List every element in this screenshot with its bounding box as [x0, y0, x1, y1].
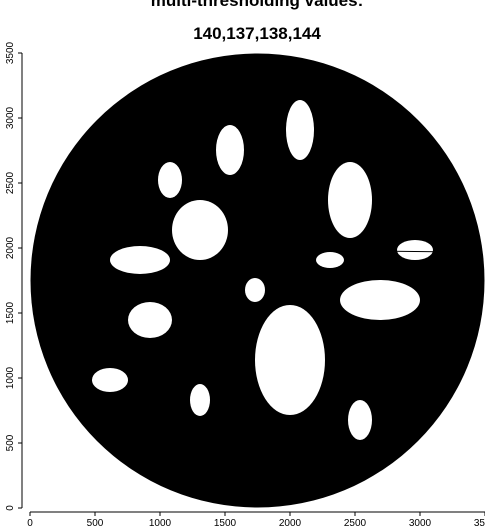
chart: multi-thresholding values: 140,137,138,1… [0, 0, 485, 532]
y-tick-label: 1000 [5, 366, 16, 389]
y-tick-label: 2500 [5, 171, 16, 194]
x-tick-label: 1500 [214, 518, 237, 529]
y-tick-label: 2000 [5, 236, 16, 259]
y-tick-label: 500 [5, 434, 16, 451]
y-tick-label: 0 [5, 505, 16, 511]
y-tick-label: 1500 [5, 301, 16, 324]
x-tick-label: 2500 [344, 518, 367, 529]
chart-title: multi-thresholding values: [151, 0, 364, 10]
x-tick-label: 2000 [279, 518, 302, 529]
x-tick-label: 3000 [409, 518, 432, 529]
hemispherical-image [31, 54, 485, 508]
x-tick-label: 500 [87, 518, 104, 529]
y-tick-label: 3000 [5, 106, 16, 129]
x-tick-label: 3500 [474, 518, 485, 529]
chart-title: 140,137,138,144 [193, 24, 321, 43]
x-tick-label: 1000 [149, 518, 172, 529]
y-tick-label: 3500 [5, 41, 16, 64]
x-tick-label: 0 [27, 518, 33, 529]
